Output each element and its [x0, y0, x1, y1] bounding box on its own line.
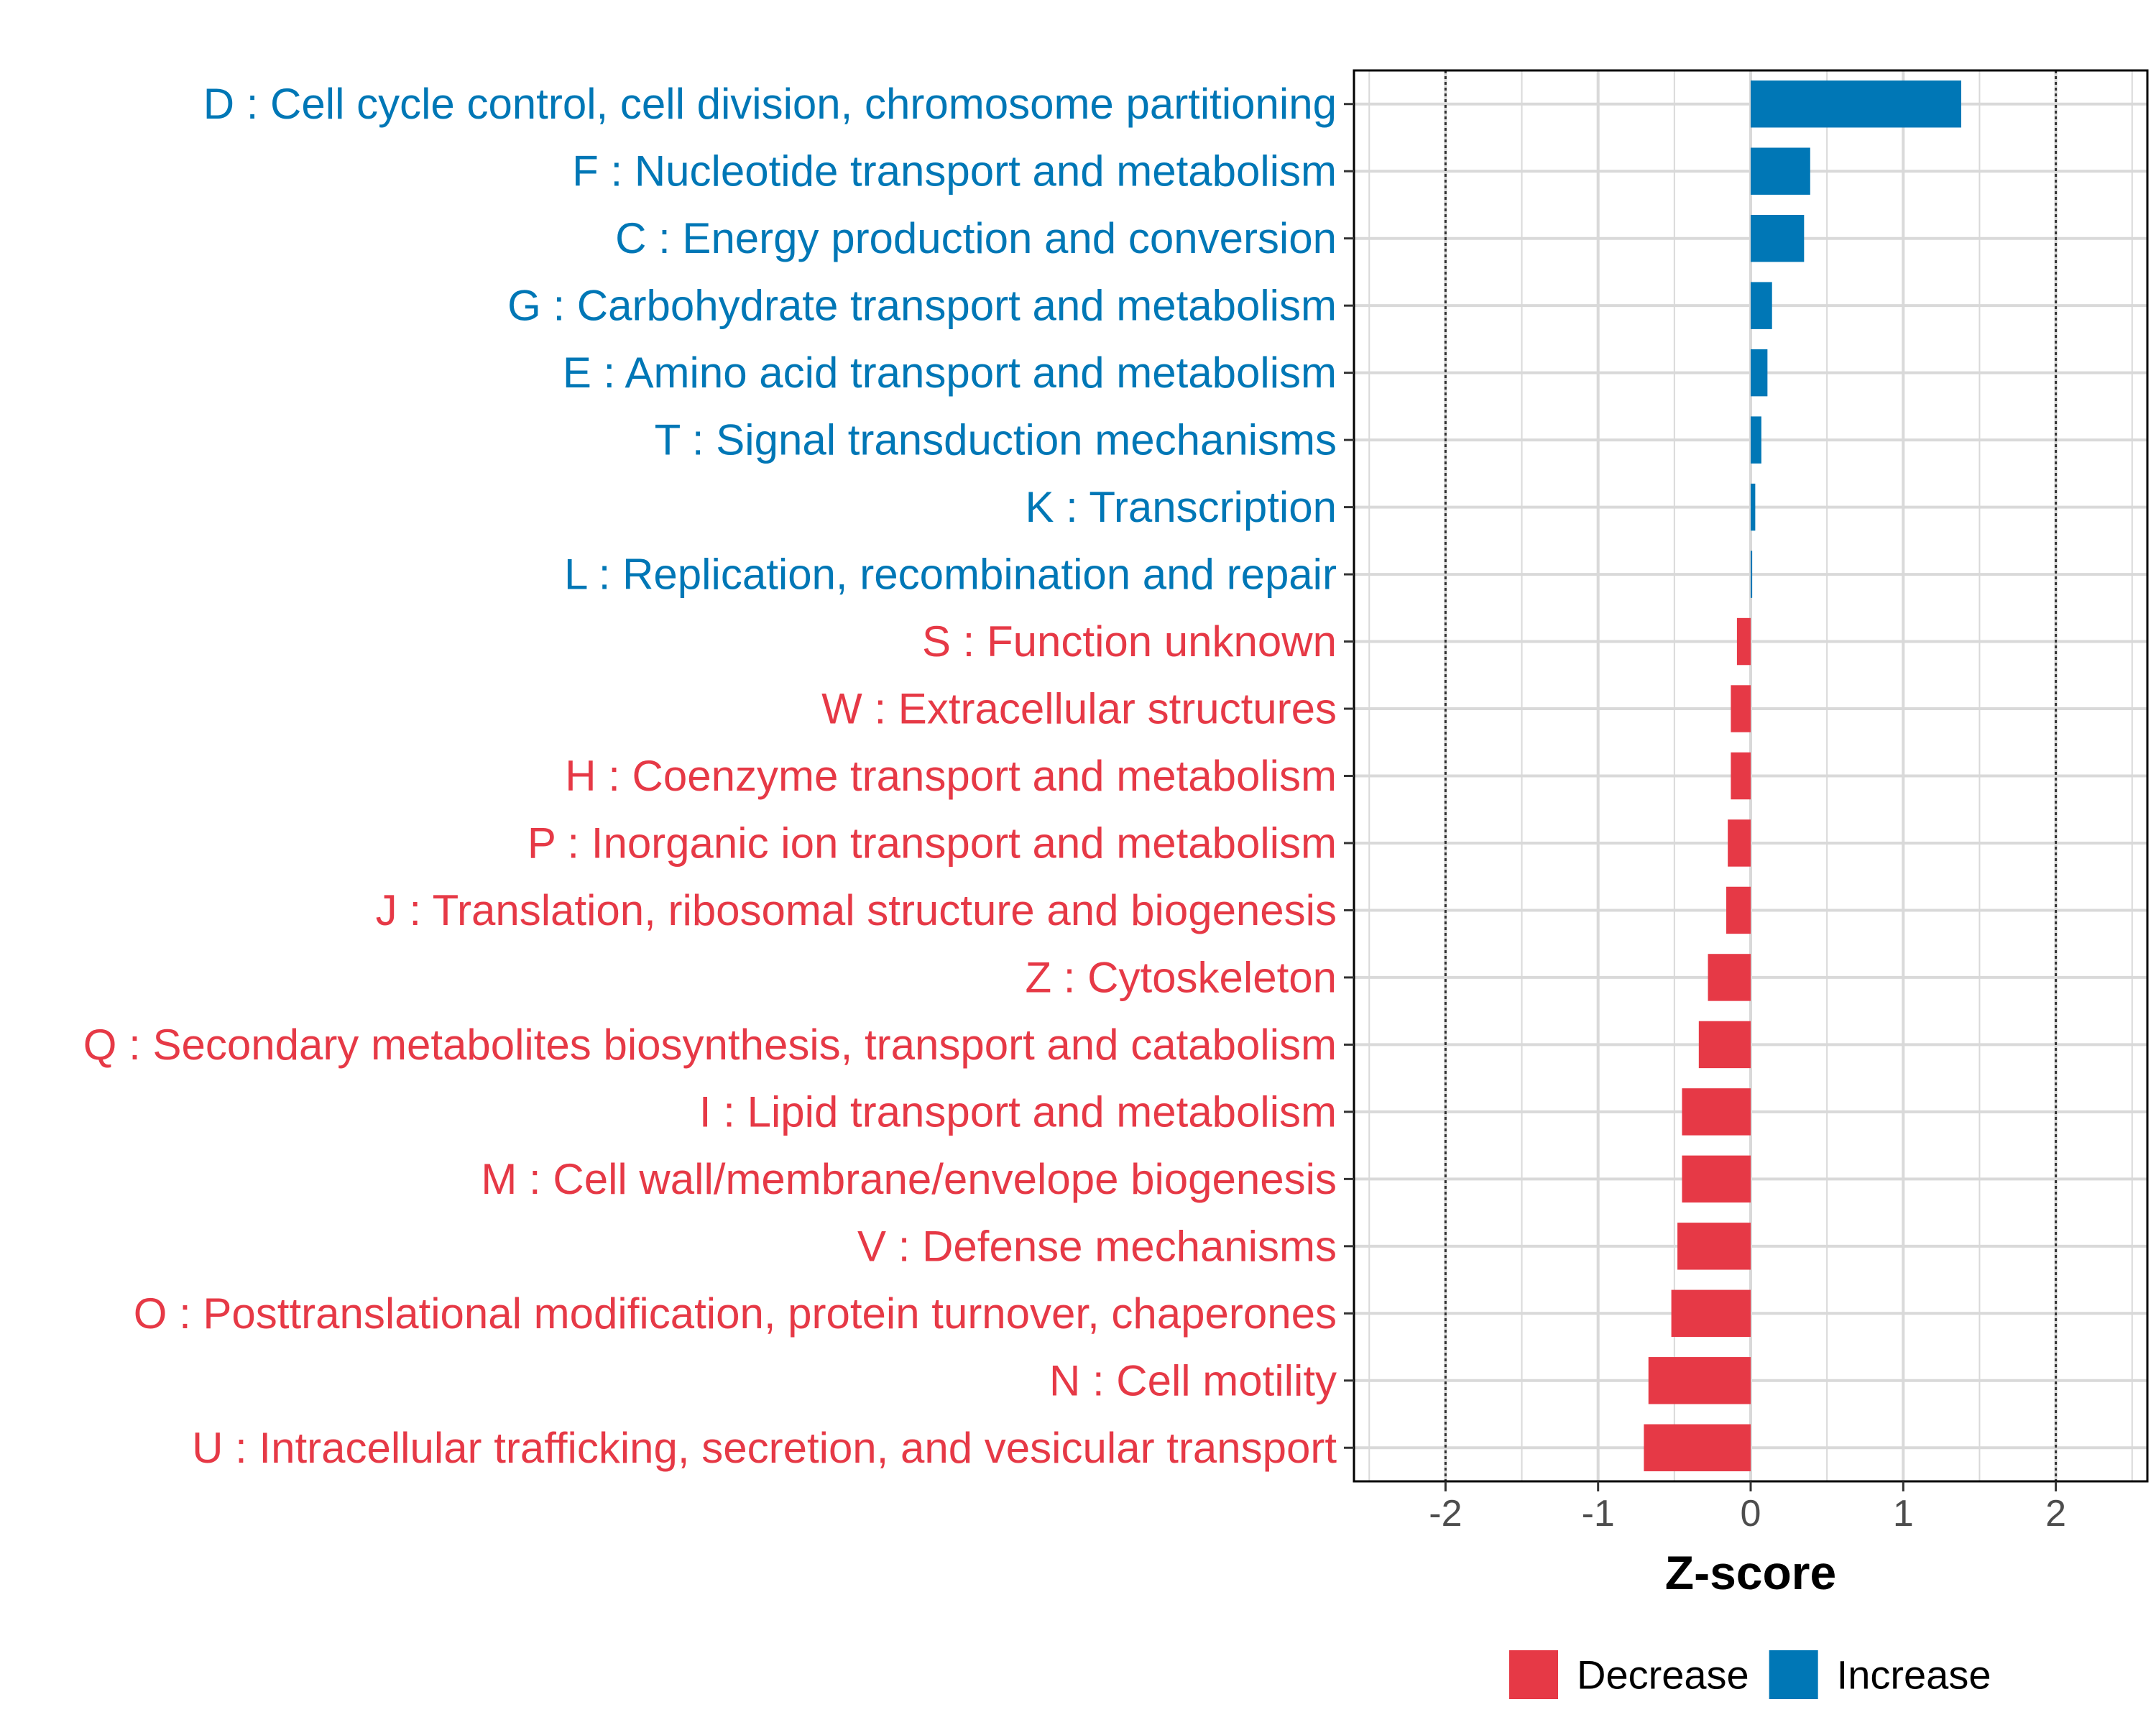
category-label: H : Coenzyme transport and metabolism — [565, 752, 1337, 800]
bar — [1682, 1155, 1751, 1203]
bar — [1751, 483, 1756, 531]
category-label: P : Inorganic ion transport and metaboli… — [528, 819, 1337, 867]
bar — [1751, 551, 1753, 598]
category-label: V : Defense mechanisms — [857, 1222, 1337, 1270]
bar — [1726, 886, 1751, 934]
bar — [1731, 685, 1751, 732]
bar — [1677, 1223, 1751, 1270]
bar — [1751, 349, 1768, 397]
category-label: I : Lipid transport and metabolism — [699, 1087, 1337, 1136]
category-label: N : Cell motility — [1049, 1356, 1337, 1404]
category-label: W : Extracellular structures — [821, 685, 1337, 733]
category-label: U : Intracellular trafficking, secretion… — [192, 1424, 1337, 1472]
category-label: L : Replication, recombination and repai… — [564, 551, 1337, 599]
legend: Decrease Increase — [1509, 1650, 1991, 1699]
bar-layer — [1644, 80, 1961, 1471]
category-label: Z : Cytoskeleton — [1025, 953, 1337, 1001]
category-label: Q : Secondary metabolites biosynthesis, … — [83, 1021, 1337, 1069]
category-label: F : Nucleotide transport and metabolism — [572, 147, 1337, 196]
category-label: C : Energy production and conversion — [615, 214, 1337, 262]
y-axis-category-labels: D : Cell cycle control, cell division, c… — [83, 80, 1337, 1472]
bar — [1671, 1289, 1751, 1338]
category-label: T : Signal transduction mechanisms — [655, 416, 1337, 464]
x-tick-label: -1 — [1582, 1493, 1615, 1535]
bar — [1728, 819, 1751, 867]
x-tick-label: 0 — [1741, 1493, 1761, 1535]
category-label: D : Cell cycle control, cell division, c… — [203, 80, 1337, 128]
bar — [1648, 1357, 1751, 1404]
x-axis-title: Z-score — [1665, 1546, 1836, 1599]
category-label: G : Carbohydrate transport and metabolis… — [507, 282, 1337, 330]
legend-label: Decrease — [1577, 1652, 1749, 1698]
category-label: J : Translation, ribosomal structure and… — [376, 886, 1337, 934]
bar — [1731, 752, 1751, 800]
category-label: M : Cell wall/membrane/envelope biogenes… — [481, 1155, 1337, 1203]
legend-swatch — [1769, 1650, 1818, 1699]
legend-label: Increase — [1837, 1652, 1991, 1698]
category-label: S : Function unknown — [922, 617, 1337, 666]
x-tick-label: 1 — [1893, 1493, 1914, 1535]
bar — [1751, 282, 1772, 329]
bar — [1698, 1021, 1751, 1069]
legend-swatch — [1509, 1650, 1558, 1699]
category-label: O : Posttranslational modification, prot… — [134, 1289, 1337, 1338]
bar — [1644, 1424, 1751, 1471]
bar — [1682, 1088, 1751, 1136]
x-tick-label: 2 — [2045, 1493, 2066, 1535]
bar — [1751, 80, 1961, 128]
x-tick-label: -2 — [1429, 1493, 1462, 1535]
bar — [1736, 617, 1751, 666]
x-axis-ticks: -2 -1 0 1 2 — [1429, 1481, 2066, 1535]
bar — [1751, 416, 1761, 464]
y-axis-ticks — [1344, 103, 1354, 1449]
category-label: K : Transcription — [1025, 483, 1337, 531]
bar — [1751, 214, 1805, 262]
category-label: E : Amino acid transport and metabolism — [563, 349, 1337, 397]
bar — [1751, 147, 1810, 195]
bar — [1708, 954, 1751, 1001]
